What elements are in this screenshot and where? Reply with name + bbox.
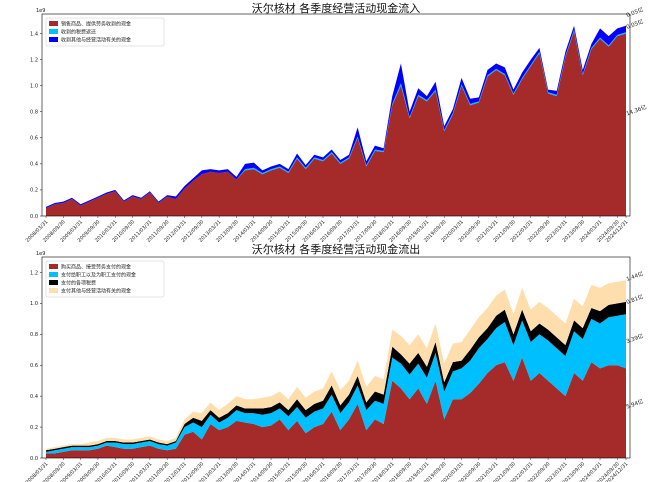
legend-label: 支付其他与经营活动有关的现金 [61,287,131,294]
plot-frame [41,256,631,459]
series-total-annotation: 1.44亿 [625,269,645,283]
plot-frame [41,13,631,217]
y-tick-label: 0.4 [30,162,38,168]
y-tick-label: 0.8 [30,332,38,338]
series-total-annotation: 5.94亿 [625,397,645,411]
y-scale-label: 1e9 [36,8,45,14]
legend-label: 销售商品、提供劳务收到的现金 [61,20,131,27]
legend-swatch [49,288,58,293]
legend-label: 收到的税费返还 [61,28,96,35]
series-total-annotation: 0.05亿 [625,5,645,19]
legend-label: 支付的各项税费 [61,279,96,286]
y-tick-label: 1.2 [30,57,38,63]
series-area-1 [46,314,626,454]
legend-swatch [49,37,58,42]
y-tick-label: 1.0 [30,83,38,89]
series-area-0 [46,30,626,216]
y-scale-label: 1e9 [36,251,45,257]
y-tick-label: 0.8 [30,110,38,116]
outflow-chart-panel: 沃尔核材 各季度经营活动现金流出 1e9 0.0 0.2 0.4 0.6 0.8 1.0 1.2… [25,242,645,482]
series-total-annotation: 0.81亿 [625,292,645,306]
legend-swatch [49,21,58,26]
y-tick-label: 0.0 [30,214,38,220]
y-tick-label: 0.0 [30,456,38,462]
y-tick-label: 0.6 [30,136,38,142]
legend-swatch [49,264,58,269]
series-total-annotation: 14.36亿 [625,103,648,118]
chart-title: 沃尔核材 各季度经营活动现金流出 [252,242,421,256]
legend-swatch [49,280,58,285]
legend-swatch [49,272,58,277]
legend-label: 支付给职工以及为职工支付的现金 [61,271,136,278]
y-tick-label: 1.4 [30,31,38,37]
legend-box [45,260,165,298]
y-tick-label: 0.4 [30,394,38,400]
chart-title: 沃尔核材 各季度经营活动现金流入 [252,1,421,15]
series-total-annotation: 0.05亿 [625,17,645,31]
legend-label: 收到其他与经营活动有关的现金 [61,36,131,43]
y-tick-label: 0.2 [30,425,38,431]
series-area-2 [46,301,626,452]
series-area-0 [46,357,626,458]
series-area-3 [46,280,626,451]
y-tick-label: 0.2 [30,188,38,194]
y-tick-label: 0.6 [30,363,38,369]
series-total-annotation: 3.39亿 [625,331,645,345]
legend-box [45,17,165,47]
y-tick-label: 1.0 [30,301,38,307]
legend-label: 购买商品、接受劳务支付的现金 [61,263,131,270]
y-tick-label: 1.2 [30,270,38,276]
inflow-chart-panel: 沃尔核材 各季度经营活动现金流入 1e9 0.0 0.2 0.4 0.6 0.8 1.0 1.2… [25,1,648,244]
legend-swatch [49,29,58,34]
